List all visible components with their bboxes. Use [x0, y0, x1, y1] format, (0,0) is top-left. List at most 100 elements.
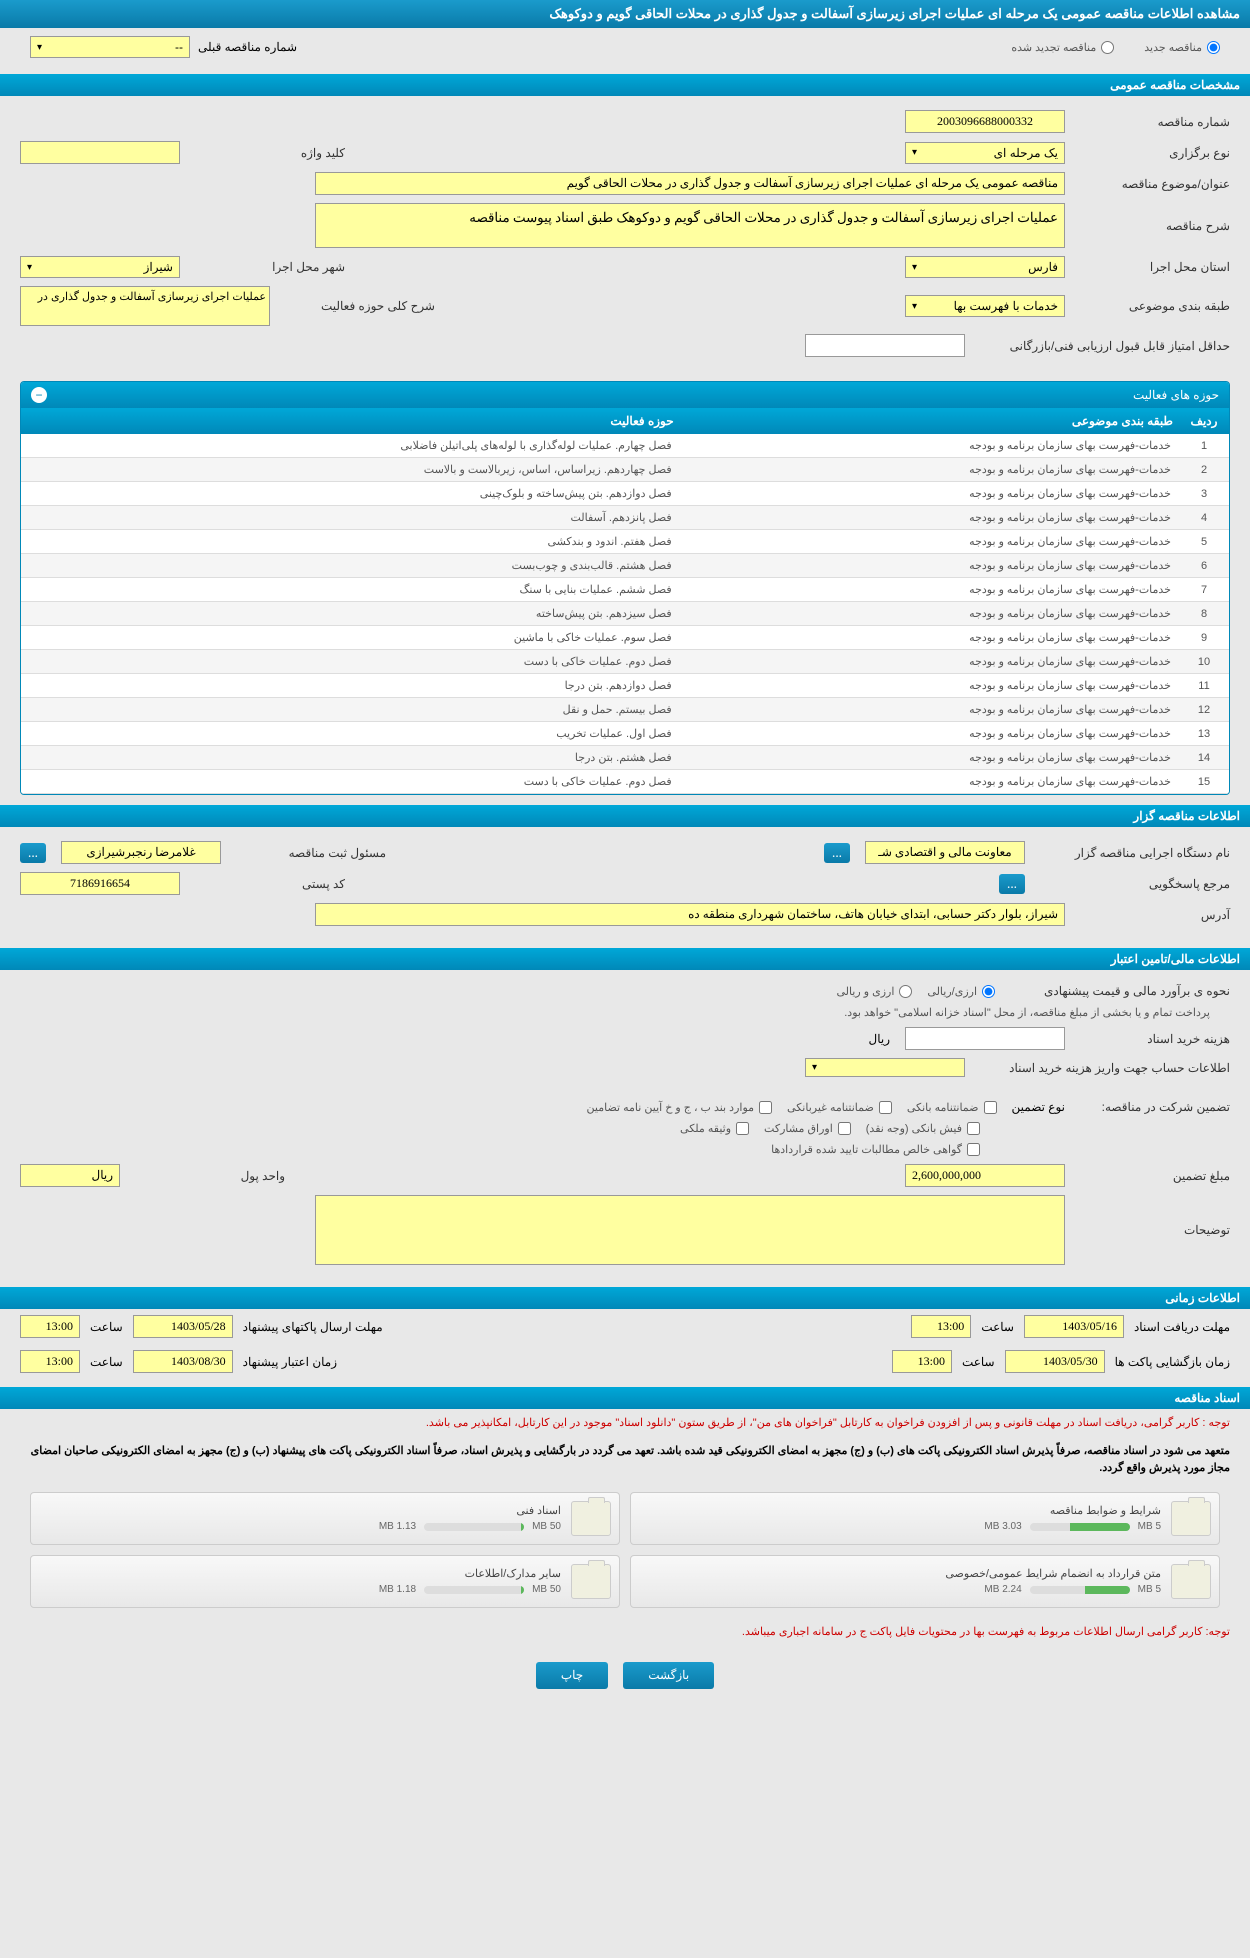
- exec-lookup-button[interactable]: ...: [824, 843, 850, 863]
- valid-time[interactable]: [20, 1350, 80, 1373]
- print-button[interactable]: چاپ: [536, 1662, 608, 1689]
- folder-icon: [1171, 1501, 1211, 1536]
- doc-card[interactable]: اسناد فنی 50 MB 1.13 MB: [30, 1492, 620, 1545]
- row-cat: خدمات-فهرست بهای سازمان برنامه و بودجه: [680, 506, 1179, 530]
- receive-time[interactable]: [911, 1315, 971, 1338]
- activity-desc-scroll[interactable]: عملیات اجرای زیرسازی آسفالت و جدول گذاری…: [20, 286, 270, 326]
- doc-info: سایر مدارک/اطلاعات 50 MB 1.18 MB: [39, 1567, 561, 1595]
- time-label: ساعت: [981, 1320, 1014, 1334]
- exec-input[interactable]: [865, 841, 1025, 864]
- send-time[interactable]: [20, 1315, 80, 1338]
- row-num: 5: [1179, 530, 1229, 554]
- doc-card[interactable]: شرایط و ضوابط مناقصه 5 MB 3.03 MB: [630, 1492, 1220, 1545]
- table-row: 10خدمات-فهرست بهای سازمان برنامه و بودجه…: [21, 650, 1229, 674]
- row-cat: خدمات-فهرست بهای سازمان برنامه و بودجه: [680, 554, 1179, 578]
- min-score-input[interactable]: [805, 334, 965, 357]
- receive-date[interactable]: [1024, 1315, 1124, 1338]
- type-select[interactable]: یک مرحله ای▾: [905, 142, 1065, 164]
- chk-bank[interactable]: ضمانتنامه بانکی: [907, 1101, 997, 1114]
- doc-card[interactable]: متن قرارداد به انضمام شرایط عمومی/خصوصی …: [630, 1555, 1220, 1608]
- reg-manager-input[interactable]: [61, 841, 221, 864]
- response-lookup-button[interactable]: ...: [999, 874, 1025, 894]
- chk-items[interactable]: موارد بند ب ، ج و خ آیین نامه تضامین: [587, 1101, 772, 1114]
- keyword-label: کلید واژه: [195, 146, 345, 160]
- account-label: اطلاعات حساب جهت واریز هزینه خرید اسناد: [980, 1061, 1230, 1075]
- doc-used: 3.03 MB: [984, 1521, 1021, 1532]
- type-label: نوع برگزاری: [1080, 146, 1230, 160]
- docs-note-2: متعهد می شود در اسناد مناقصه، صرفاً پذیر…: [0, 1439, 1250, 1482]
- row-act: فصل دوم. عملیات خاکی با دست: [21, 650, 680, 674]
- prev-number-label: شماره مناقصه قبلی: [198, 40, 297, 54]
- chk-cash[interactable]: فیش بانکی (وجه نقد): [866, 1122, 980, 1135]
- collapse-icon[interactable]: −: [31, 387, 47, 403]
- doc-title: متن قرارداد به انضمام شرایط عمومی/خصوصی: [639, 1567, 1161, 1580]
- row-cat: خدمات-فهرست بهای سازمان برنامه و بودجه: [680, 650, 1179, 674]
- doc-title: اسناد فنی: [39, 1504, 561, 1517]
- province-select[interactable]: فارس▾: [905, 256, 1065, 278]
- chk-nonbank[interactable]: ضمانتنامه غیربانکی: [787, 1101, 892, 1114]
- progress-row: 50 MB 1.13 MB: [39, 1521, 561, 1532]
- tender-number-input[interactable]: [905, 110, 1065, 133]
- row-num: 9: [1179, 626, 1229, 650]
- subject-input[interactable]: [315, 172, 1065, 195]
- table-row: 15خدمات-فهرست بهای سازمان برنامه و بودجه…: [21, 770, 1229, 794]
- radio-renew[interactable]: مناقصه تجدید شده: [1011, 41, 1114, 54]
- row-act: فصل چهاردهم. زیراساس، اساس، زیربالاست و …: [21, 458, 680, 482]
- valid-date[interactable]: [133, 1350, 233, 1373]
- category-select[interactable]: خدمات با فهرست بها▾: [905, 295, 1065, 317]
- postal-input[interactable]: [20, 872, 180, 895]
- address-input[interactable]: [315, 903, 1065, 926]
- doc-total: 50 MB: [532, 1584, 561, 1595]
- row-cat: خدمات-فهرست بهای سازمان برنامه و بودجه: [680, 434, 1179, 458]
- row-cat: خدمات-فهرست بهای سازمان برنامه و بودجه: [680, 770, 1179, 794]
- chk-property[interactable]: وثیقه ملکی: [680, 1122, 749, 1135]
- chk-claims[interactable]: گواهی خالص مطالبات تایید شده قراردادها: [771, 1143, 980, 1156]
- buy-fee-input[interactable]: [905, 1027, 1065, 1050]
- radio-new[interactable]: مناقصه جدید: [1144, 41, 1220, 54]
- row-cat: خدمات-فهرست بهای سازمان برنامه و بودجه: [680, 530, 1179, 554]
- account-select[interactable]: ▾: [805, 1058, 965, 1077]
- reg-lookup-button[interactable]: ...: [20, 843, 46, 863]
- doc-used: 2.24 MB: [984, 1584, 1021, 1595]
- progress-row: 50 MB 1.18 MB: [39, 1584, 561, 1595]
- row-act: فصل دوم. عملیات خاکی با دست: [21, 770, 680, 794]
- open-date[interactable]: [1005, 1350, 1105, 1373]
- row-num: 11: [1179, 674, 1229, 698]
- amount-input[interactable]: [905, 1164, 1065, 1187]
- chevron-down-icon: ▾: [912, 262, 917, 273]
- chk-partner[interactable]: اوراق مشارکت: [764, 1122, 851, 1135]
- back-button[interactable]: بازگشت: [623, 1662, 714, 1689]
- table-row: 9خدمات-فهرست بهای سازمان برنامه و بودجهف…: [21, 626, 1229, 650]
- row-cat: خدمات-فهرست بهای سازمان برنامه و بودجه: [680, 698, 1179, 722]
- notes-textarea[interactable]: [315, 1195, 1065, 1265]
- progress-bar: [1030, 1523, 1130, 1531]
- desc-textarea[interactable]: عملیات اجرای زیرسازی آسفالت و جدول گذاری…: [315, 203, 1065, 248]
- doc-card[interactable]: سایر مدارک/اطلاعات 50 MB 1.18 MB: [30, 1555, 620, 1608]
- doc-info: شرایط و ضوابط مناقصه 5 MB 3.03 MB: [639, 1504, 1161, 1532]
- row-num: 15: [1179, 770, 1229, 794]
- general-form: شماره مناقصه نوع برگزاری یک مرحله ای▾ کل…: [0, 96, 1250, 371]
- table-row: 5خدمات-فهرست بهای سازمان برنامه و بودجهف…: [21, 530, 1229, 554]
- row-act: فصل بیستم. حمل و نقل: [21, 698, 680, 722]
- col-activity: حوزه فعالیت: [21, 408, 680, 434]
- prev-number-select[interactable]: --▾: [30, 36, 190, 58]
- keyword-input[interactable]: [20, 141, 180, 164]
- radio-both[interactable]: ارزی و ریالی: [836, 985, 912, 998]
- row-num: 8: [1179, 602, 1229, 626]
- page-title: مشاهده اطلاعات مناقصه عمومی یک مرحله ای …: [0, 0, 1250, 28]
- currency-input[interactable]: [20, 1164, 120, 1187]
- progress-bar: [424, 1586, 524, 1594]
- docs-note-1: توجه : کاربر گرامی، دریافت اسناد در مهلت…: [0, 1409, 1250, 1439]
- row-cat: خدمات-فهرست بهای سازمان برنامه و بودجه: [680, 602, 1179, 626]
- send-date[interactable]: [133, 1315, 233, 1338]
- table-row: 12خدمات-فهرست بهای سازمان برنامه و بودجه…: [21, 698, 1229, 722]
- section-general: مشخصات مناقصه عمومی: [0, 74, 1250, 96]
- row-num: 3: [1179, 482, 1229, 506]
- table-row: 3خدمات-فهرست بهای سازمان برنامه و بودجهف…: [21, 482, 1229, 506]
- radio-arzi[interactable]: ارزی/ریالی: [927, 985, 995, 998]
- doc-total: 5 MB: [1138, 1584, 1161, 1595]
- table-row: 14خدمات-فهرست بهای سازمان برنامه و بودجه…: [21, 746, 1229, 770]
- open-time[interactable]: [892, 1350, 952, 1373]
- guarantee-type-label: نوع تضمین: [1012, 1100, 1065, 1114]
- city-select[interactable]: شیراز▾: [20, 256, 180, 278]
